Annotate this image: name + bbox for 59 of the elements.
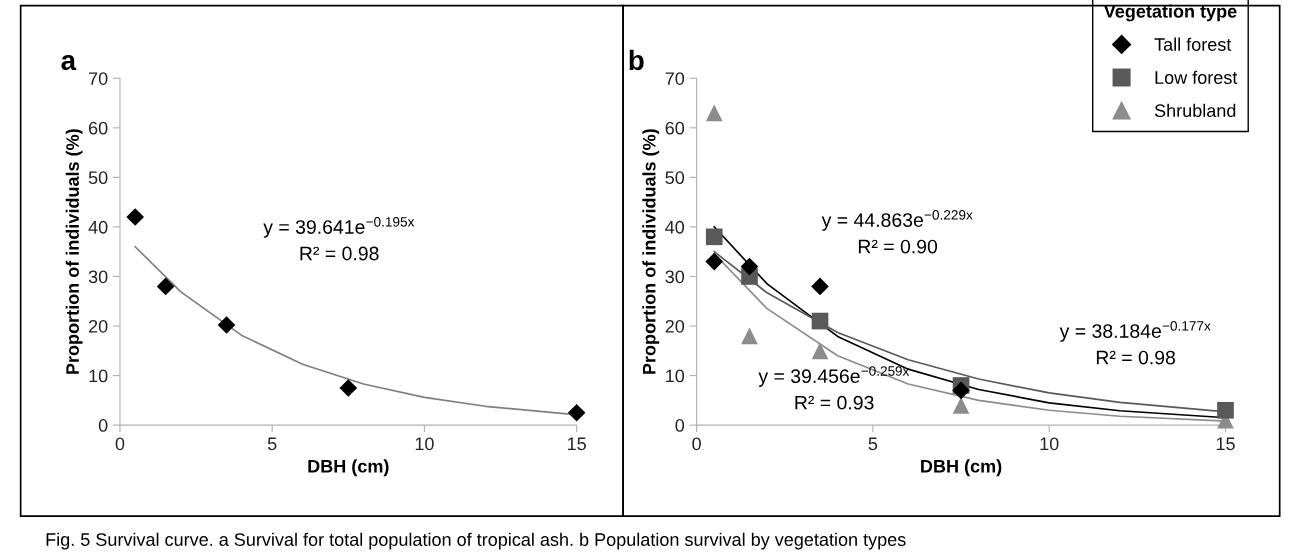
y-tick-label: 40 <box>665 220 685 234</box>
x-tick-label: 0 <box>692 437 701 451</box>
annotation: y = 39.641e$^{−0.195x}$ <box>263 217 415 238</box>
y-tick-label: 0 <box>98 419 108 432</box>
point <box>741 327 758 345</box>
legend-title: Vegetation type <box>1103 4 1237 22</box>
point <box>1217 401 1234 419</box>
y-tick-label: 40 <box>88 220 108 234</box>
legend-label: Low forest <box>1155 70 1238 84</box>
annotation: y = 39.456e$^{−0.259x}$ <box>758 366 910 387</box>
y-tick-label: 60 <box>665 121 685 135</box>
point <box>952 381 970 400</box>
y-tick-label: 70 <box>665 72 685 85</box>
point <box>811 312 829 330</box>
x-tick-label: 10 <box>1040 437 1059 451</box>
caption: Fig. 5 Survival curve. a Survival for total population of tropical ash. b Population survival by vegetation types <box>46 532 906 550</box>
y-tick-label: 70 <box>89 72 108 85</box>
y-tick-label: 30 <box>665 270 685 284</box>
point <box>705 228 723 246</box>
point <box>705 104 723 122</box>
x-tick-label: 5 <box>267 437 277 451</box>
y-tick-label: 20 <box>665 319 685 333</box>
y-tick-label: 0 <box>675 419 685 432</box>
y-tick-label: 50 <box>665 171 685 185</box>
y-tick-label: 10 <box>666 369 685 383</box>
x-tick-label: 0 <box>115 437 125 451</box>
point <box>952 396 970 414</box>
annotation: y = 44.863e$^{−0.229x}$ <box>821 210 973 231</box>
x-axis-title: DBH (cm) <box>308 459 389 477</box>
chart-title: b <box>629 49 644 71</box>
point <box>705 252 724 271</box>
point <box>740 257 759 276</box>
point <box>156 277 175 296</box>
annotation: y = 38.184e$^{−0.177x}$ <box>1059 321 1211 342</box>
y-tick-label: 60 <box>89 121 108 135</box>
x-tick-label: 15 <box>567 437 586 451</box>
legend-label: Shrubland <box>1154 103 1236 118</box>
y-tick-label: 10 <box>89 369 108 383</box>
legend-label: Tall forest <box>1154 37 1232 51</box>
x-tick-label: 15 <box>1216 437 1235 451</box>
y-axis-title: Proportion of individuals (%) <box>65 129 83 374</box>
point <box>217 316 236 334</box>
x-tick-label: 5 <box>868 437 878 451</box>
point <box>339 379 358 397</box>
annotation: R² = 0.98 <box>1096 350 1175 365</box>
point <box>811 342 829 360</box>
x-tick-label: 10 <box>415 437 434 451</box>
point <box>811 277 829 296</box>
y-tick-label: 50 <box>88 171 108 185</box>
y-tick-label: 20 <box>88 319 108 333</box>
annotation: R² = 0.93 <box>795 395 874 410</box>
point <box>567 403 586 422</box>
annotation: R² = 0.98 <box>300 246 379 261</box>
annotation: R² = 0.90 <box>858 239 938 254</box>
x-axis-title: DBH (cm) <box>921 459 1002 477</box>
y-tick-label: 30 <box>88 270 108 284</box>
point <box>126 208 145 226</box>
chart-title: a <box>61 54 77 71</box>
y-axis-title: Proportion of individuals (%) <box>642 129 660 374</box>
